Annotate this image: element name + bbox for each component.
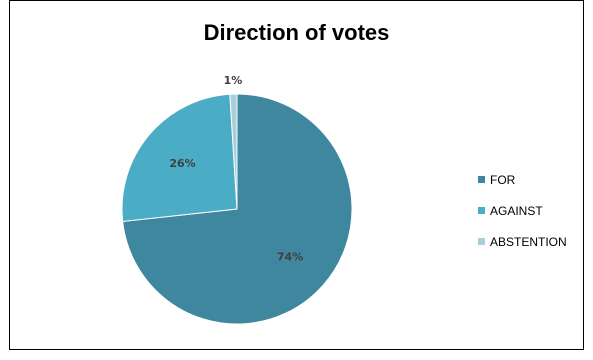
legend-item-for: FOR [478, 170, 567, 189]
legend-label-for: FOR [490, 172, 516, 187]
chart-title: Direction of votes [203, 20, 390, 45]
data-label-for: 74% [277, 251, 303, 264]
pie-slice-abstention [229, 93, 238, 210]
legend-swatch-for [478, 176, 485, 183]
legend-label-against: AGAINST [490, 203, 543, 218]
pie-slice-against [121, 93, 238, 223]
pie-chart: 74% 26% 1% [121, 74, 353, 325]
legend-item-against: AGAINST [478, 201, 567, 220]
legend-swatch-abstention [478, 238, 485, 245]
legend-item-abstention: ABSTENTION [478, 232, 567, 251]
data-label-abstention: 1% [224, 74, 243, 87]
data-label-against: 26% [169, 157, 195, 170]
legend-swatch-against [478, 207, 485, 214]
legend: FOR AGAINST ABSTENTION [478, 170, 567, 263]
legend-label-abstention: ABSTENTION [490, 234, 567, 249]
